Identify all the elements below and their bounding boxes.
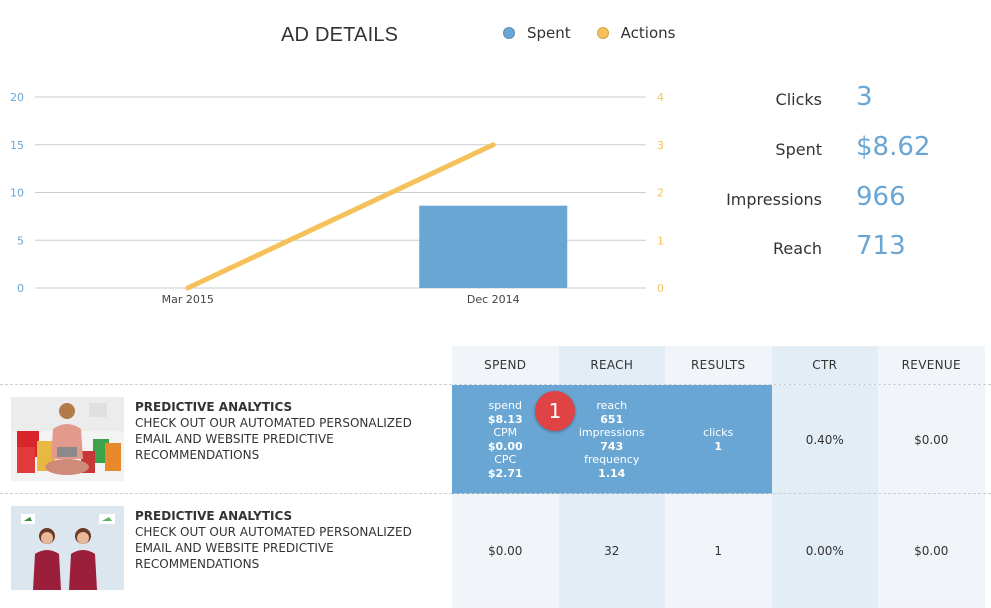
y-right-tick-label: 2	[657, 187, 664, 200]
stat-impressions: Impressions 966	[690, 180, 980, 220]
stat-label: Clicks	[775, 90, 822, 109]
y-left-tick-label: 15	[10, 139, 24, 152]
ad-description: PREDICTIVE ANALYTICS CHECK OUT OUR AUTOM…	[135, 508, 435, 572]
cell-spend[interactable]: $0.00	[452, 494, 559, 608]
metric-value: $8.13	[487, 412, 523, 426]
row-cells: $0.00 32 1 0.00% $0.00	[452, 494, 985, 608]
metric-value: 651	[600, 412, 624, 426]
stat-value: 3	[856, 82, 873, 112]
legend-label-actions: Actions	[620, 24, 676, 42]
cell-ctr[interactable]: 0.40%	[771, 385, 878, 494]
table-header: SPEND REACH RESULTS CTR REVENUE	[452, 346, 985, 384]
stat-reach: Reach 713	[690, 229, 980, 269]
ad-description: PREDICTIVE ANALYTICS CHECK OUT OUR AUTOM…	[135, 399, 435, 463]
metric-label: reach	[596, 399, 628, 412]
stat-label: Spent	[775, 140, 822, 159]
chart-title: AD DETAILS	[281, 24, 399, 46]
row-cells: spend $8.13 CPM $0.00 CPC $2.71 reach 65…	[452, 385, 985, 494]
metric-label: impressions	[578, 426, 645, 439]
legend-item-actions[interactable]: Actions	[596, 24, 676, 42]
legend-dot-spent	[503, 27, 515, 39]
x-tick-label: Mar 2015	[162, 293, 214, 306]
metric-value: $0.00	[487, 439, 523, 453]
cell-ctr[interactable]: 0.00%	[771, 494, 878, 608]
stat-label: Impressions	[726, 190, 822, 209]
ad-title[interactable]: PREDICTIVE ANALYTICS	[135, 509, 293, 523]
metric-label: clicks	[703, 426, 734, 439]
y-left-tick-label: 5	[17, 234, 24, 247]
stat-spent: Spent $8.62	[690, 130, 980, 170]
y-left-tick-label: 10	[10, 187, 24, 200]
metric-value: $2.71	[487, 466, 523, 480]
y-right-tick-label: 1	[657, 234, 664, 247]
y-right-tick-label: 4	[657, 91, 664, 104]
cell-results[interactable]: clicks 1	[665, 385, 772, 494]
y-right-tick-label: 0	[657, 282, 664, 295]
y-right-tick-label: 3	[657, 139, 664, 152]
legend-item-spent[interactable]: Spent	[503, 24, 571, 42]
ad-details-chart: 0 5 10 15 20 0 1 2 3 4 Mar 2015 Dec 2014	[10, 91, 664, 306]
legend-label-spent: Spent	[527, 24, 571, 42]
metric-label: spend	[488, 399, 522, 412]
metric-label: frequency	[584, 453, 640, 466]
chart-legend: Spent Actions	[503, 24, 701, 42]
ad-body: CHECK OUT OUR AUTOMATED PERSONALIZED EMA…	[135, 525, 412, 571]
cell-reach[interactable]: reach 651 impressions 743 frequency 1.14	[558, 385, 665, 494]
cell-results[interactable]: 1	[665, 494, 772, 608]
metric-value: 1	[714, 439, 723, 453]
cell-revenue[interactable]: $0.00	[878, 494, 985, 608]
legend-dot-actions	[596, 27, 609, 39]
metric-value: 1.14	[598, 466, 626, 480]
x-tick-label: Dec 2014	[467, 293, 520, 306]
y-left-tick-label: 0	[17, 282, 24, 295]
bar-spent	[419, 205, 568, 288]
stat-clicks: Clicks 3	[690, 80, 980, 120]
metric-label: CPC	[494, 453, 517, 466]
metric-value: 743	[600, 439, 624, 453]
header-reach[interactable]: REACH	[558, 346, 665, 384]
cell-revenue[interactable]: $0.00	[878, 385, 985, 494]
notification-badge[interactable]: 1	[535, 391, 575, 431]
cell-reach[interactable]: 32	[558, 494, 665, 608]
table-row[interactable]: PREDICTIVE ANALYTICS CHECK OUT OUR AUTOM…	[0, 384, 991, 494]
line-actions	[185, 142, 496, 291]
stat-label: Reach	[773, 239, 822, 258]
stat-value: 713	[856, 231, 906, 261]
stat-value: 966	[856, 182, 906, 212]
header-ctr[interactable]: CTR	[771, 346, 878, 384]
ad-body: CHECK OUT OUR AUTOMATED PERSONALIZED EMA…	[135, 416, 412, 462]
metric-label: CPM	[493, 426, 518, 439]
header-results[interactable]: RESULTS	[665, 346, 772, 384]
y-left-tick-label: 20	[10, 91, 24, 104]
stat-value: $8.62	[856, 132, 931, 162]
table-row[interactable]: PREDICTIVE ANALYTICS CHECK OUT OUR AUTOM…	[0, 493, 991, 608]
ad-thumbnail[interactable]	[11, 397, 124, 481]
header-spend[interactable]: SPEND	[452, 346, 559, 384]
ad-title[interactable]: PREDICTIVE ANALYTICS	[135, 400, 293, 414]
ad-thumbnail[interactable]	[11, 506, 124, 590]
header-revenue[interactable]: REVENUE	[878, 346, 985, 384]
